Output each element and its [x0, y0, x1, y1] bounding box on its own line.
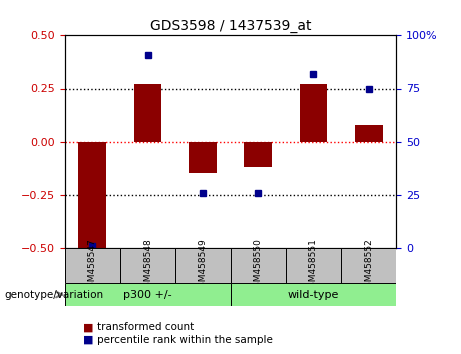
Bar: [300, 84, 327, 142]
Text: GSM458552: GSM458552: [364, 238, 373, 293]
Bar: [65, 248, 120, 283]
Text: GSM458551: GSM458551: [309, 238, 318, 293]
Bar: [65, 283, 230, 306]
Bar: [341, 248, 396, 283]
Bar: [189, 142, 217, 173]
Bar: [286, 248, 341, 283]
Text: GSM458550: GSM458550: [254, 238, 263, 293]
Bar: [230, 283, 396, 306]
Text: GSM458549: GSM458549: [198, 238, 207, 293]
Text: wild-type: wild-type: [288, 290, 339, 300]
Text: percentile rank within the sample: percentile rank within the sample: [97, 335, 273, 345]
Bar: [230, 248, 286, 283]
Text: genotype/variation: genotype/variation: [5, 290, 104, 299]
Text: transformed count: transformed count: [97, 322, 194, 332]
Text: ■: ■: [83, 322, 94, 332]
Text: GSM458547: GSM458547: [88, 238, 97, 293]
Title: GDS3598 / 1437539_at: GDS3598 / 1437539_at: [150, 19, 311, 33]
Bar: [134, 84, 161, 142]
Text: GSM458548: GSM458548: [143, 238, 152, 293]
Bar: [355, 125, 383, 142]
Text: p300 +/-: p300 +/-: [123, 290, 172, 300]
Bar: [244, 142, 272, 167]
Bar: [78, 142, 106, 248]
Text: ■: ■: [83, 335, 94, 345]
Bar: [175, 248, 230, 283]
Bar: [120, 248, 175, 283]
